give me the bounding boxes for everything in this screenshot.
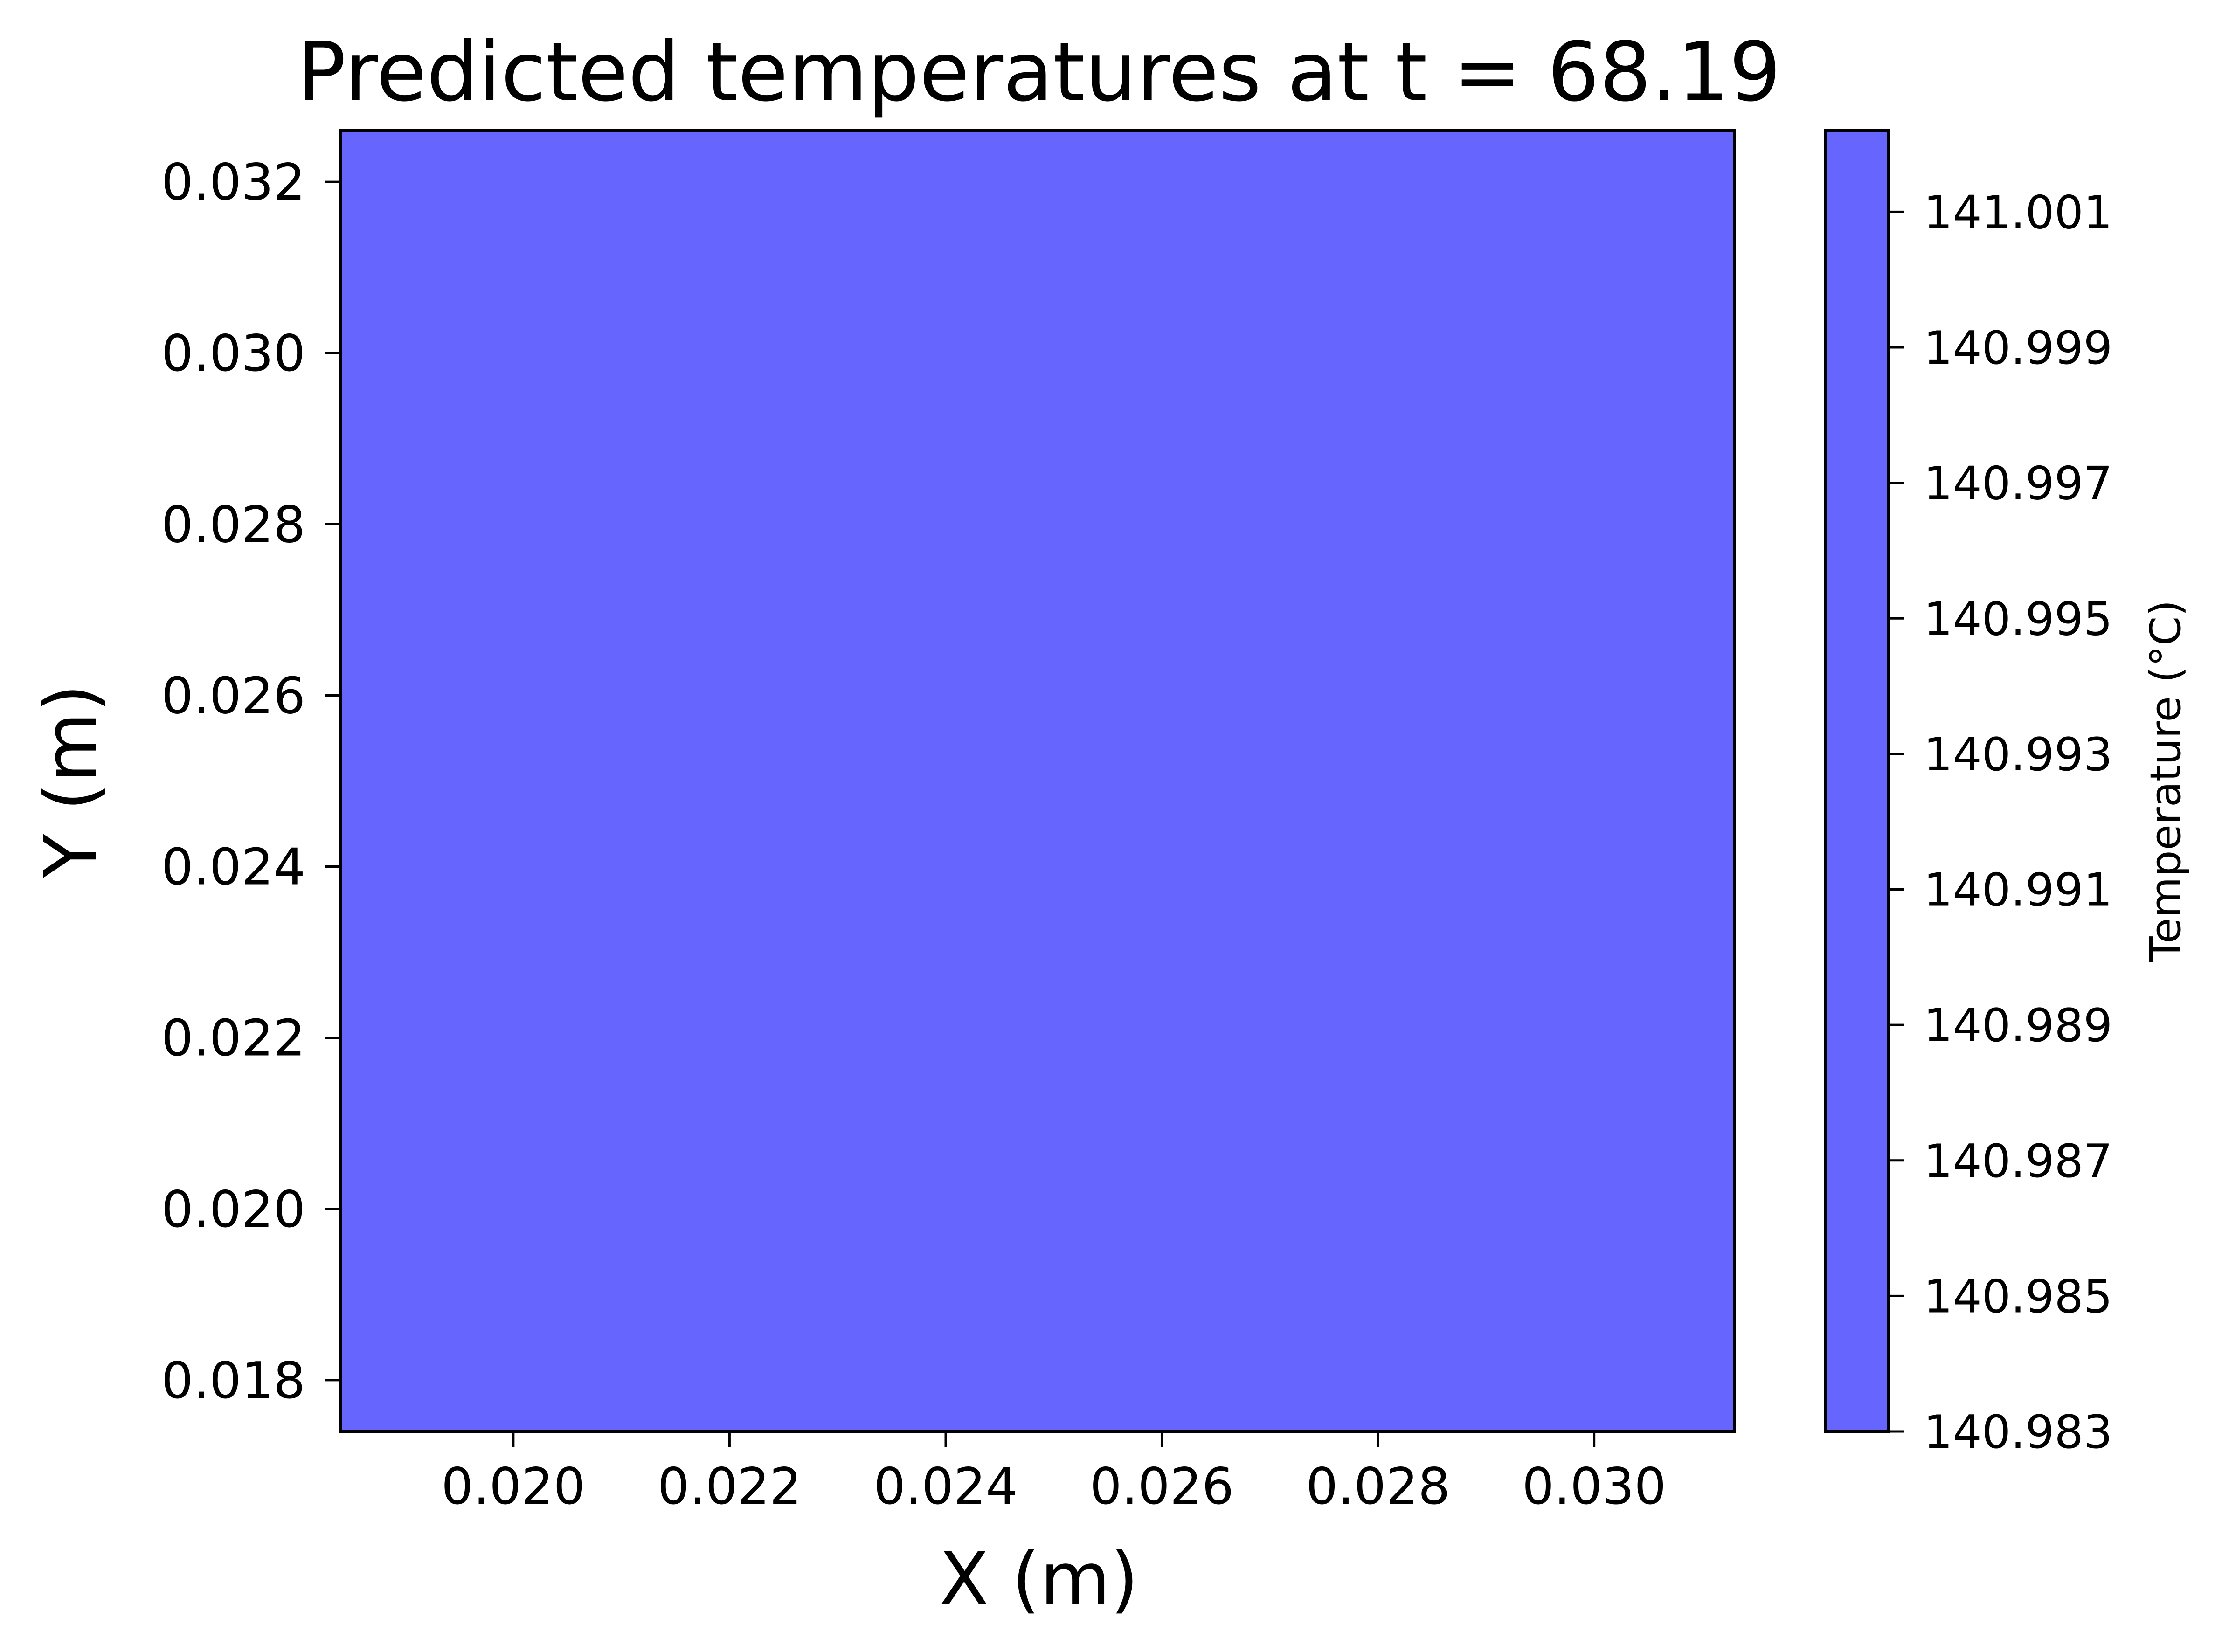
- y-tick-label: 0.020: [161, 1181, 305, 1239]
- colorbar-tick-label: 140.987: [1924, 1135, 2112, 1188]
- colorbar-tick-label: 140.995: [1924, 593, 2112, 646]
- x-tick-label: 0.028: [1306, 1458, 1450, 1516]
- colorbar-tick-label: 140.991: [1924, 864, 2112, 917]
- chart-title: Predicted temperatures at t = 68.19: [297, 25, 1781, 120]
- colorbar-label: Temperature (°C): [2141, 600, 2190, 963]
- colorbar-tick-label: 140.999: [1924, 322, 2112, 375]
- x-tick-label: 0.026: [1090, 1458, 1234, 1516]
- x-tick-label: 0.020: [441, 1458, 585, 1516]
- x-tick-label: 0.022: [658, 1458, 802, 1516]
- y-axis-label: Y (m): [28, 684, 113, 878]
- colorbar-tick-label: 140.993: [1924, 728, 2112, 781]
- y-tick-label: 0.022: [161, 1009, 305, 1068]
- y-tick-label: 0.030: [161, 325, 305, 383]
- y-tick-label: 0.026: [161, 667, 305, 725]
- y-tick-label: 0.024: [161, 838, 305, 897]
- y-tick-label: 0.018: [161, 1352, 305, 1410]
- colorbar-ticks: 140.983 140.985 140.987 140.989 140.991 140.9…: [1889, 186, 2112, 1459]
- colorbar-tick-label: 140.983: [1924, 1406, 2112, 1459]
- colorbar-tick-label: 140.985: [1924, 1270, 2112, 1323]
- x-tick-label: 0.030: [1522, 1458, 1666, 1516]
- y-tick-label: 0.028: [161, 496, 305, 554]
- colorbar-tick-label: 140.997: [1924, 457, 2112, 511]
- colorbar-tick-label: 140.989: [1924, 999, 2112, 1052]
- temperature-field: [340, 131, 1735, 1431]
- x-tick-label: 0.024: [873, 1458, 1018, 1516]
- colorbar: [1826, 131, 1889, 1431]
- y-axis-ticks: 0.018 0.020 0.022 0.024 0.026 0.028 0.030 0.032: [161, 153, 340, 1410]
- colorbar-tick-label: 141.001: [1924, 186, 2112, 239]
- y-tick-label: 0.032: [161, 153, 305, 212]
- plot-frame: [339, 129, 1736, 1433]
- x-axis-label: X (m): [939, 1537, 1138, 1621]
- colorbar-frame: [1824, 129, 1890, 1433]
- x-axis-ticks: 0.020 0.022 0.024 0.026 0.028 0.030: [441, 1431, 1666, 1516]
